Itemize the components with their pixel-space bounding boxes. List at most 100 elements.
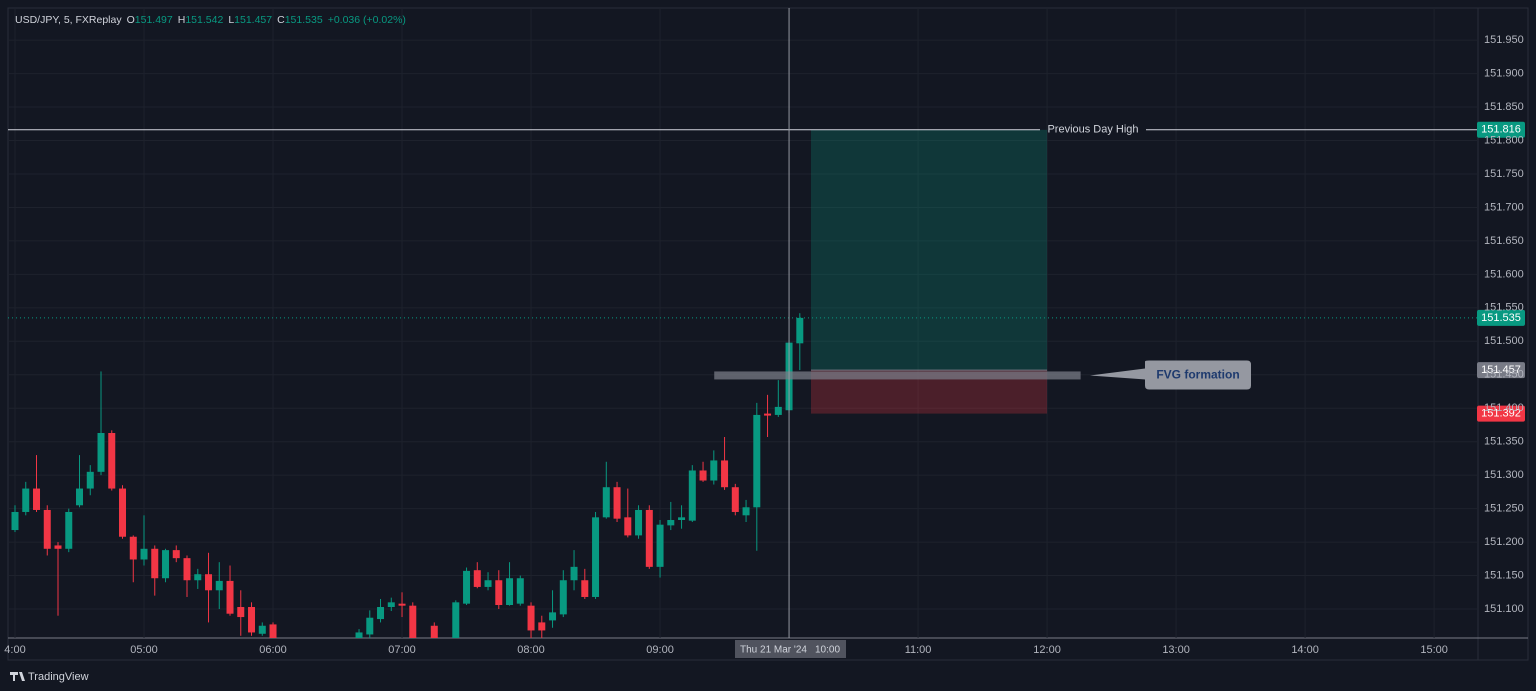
target-zone bbox=[810, 129, 1048, 371]
x-tick-label: 11:00 bbox=[905, 644, 932, 656]
y-tick-label: 151.650 bbox=[1484, 235, 1524, 247]
candle-body bbox=[86, 471, 94, 489]
candle-body bbox=[559, 580, 567, 615]
candle-body bbox=[570, 566, 578, 581]
candle-body bbox=[162, 550, 170, 579]
candle-body bbox=[33, 488, 41, 510]
legend-item: 151.542 bbox=[185, 14, 223, 26]
y-tick-label: 151.350 bbox=[1484, 436, 1524, 448]
y-tick-label: 151.750 bbox=[1484, 168, 1524, 180]
candle-body bbox=[65, 511, 73, 549]
candle-body bbox=[409, 605, 417, 638]
legend-item: 151.535 bbox=[285, 14, 323, 26]
y-tick-label: 151.450 bbox=[1484, 369, 1524, 381]
price-tag-label: 151.457 bbox=[1481, 364, 1521, 376]
candle-body bbox=[355, 632, 363, 638]
candle-body bbox=[76, 488, 84, 506]
candle-body bbox=[269, 624, 277, 638]
candle-body bbox=[97, 432, 105, 472]
candle-body bbox=[742, 507, 750, 516]
price-tag-label: 151.535 bbox=[1481, 312, 1521, 324]
candle-body bbox=[183, 558, 191, 581]
y-tick-label: 151.900 bbox=[1484, 67, 1524, 79]
price-tag bbox=[1477, 362, 1525, 379]
y-tick-label: 151.400 bbox=[1484, 402, 1524, 414]
candle-body bbox=[527, 605, 535, 631]
candle-body bbox=[516, 578, 524, 604]
candle-body bbox=[430, 625, 438, 638]
x-tick-label: 07:00 bbox=[388, 644, 416, 656]
brand-name: TradingView bbox=[28, 671, 89, 683]
legend-item: H bbox=[178, 14, 186, 26]
price-tag bbox=[1477, 405, 1525, 422]
candle-body bbox=[473, 570, 481, 587]
candle-body bbox=[463, 570, 471, 604]
candle-body bbox=[645, 509, 653, 567]
candle-body bbox=[484, 580, 492, 587]
y-tick-label: 151.500 bbox=[1484, 335, 1524, 347]
candle-body bbox=[774, 406, 782, 415]
candle-body bbox=[624, 517, 632, 536]
candle-body bbox=[592, 517, 600, 597]
x-tick-label: 09:00 bbox=[646, 644, 674, 656]
price-tag bbox=[1477, 121, 1525, 138]
crosshair-label-box bbox=[735, 640, 846, 658]
candle-body bbox=[495, 580, 503, 606]
candle-body bbox=[54, 545, 62, 549]
candle-body bbox=[549, 612, 557, 621]
y-tick-label: 151.600 bbox=[1484, 268, 1524, 280]
candle-body bbox=[731, 487, 739, 512]
candle-body bbox=[108, 432, 116, 489]
x-tick-label: 06:00 bbox=[259, 644, 287, 656]
candle-body bbox=[452, 602, 460, 638]
candle-body bbox=[398, 603, 406, 606]
candle-body bbox=[205, 574, 213, 591]
price-tag-label: 151.816 bbox=[1481, 124, 1521, 136]
candle-body bbox=[656, 524, 664, 567]
legend: USD/JPY, 5, FXReplay O151.497 H151.542 L151… bbox=[15, 14, 406, 26]
x-tick-label: 05:00 bbox=[130, 644, 158, 656]
brand: TradingView bbox=[10, 671, 89, 683]
candle-body bbox=[387, 602, 395, 608]
candle-body bbox=[215, 580, 223, 591]
candle-body bbox=[678, 517, 686, 521]
candle-body bbox=[538, 622, 546, 631]
candle-body bbox=[688, 470, 696, 521]
legend-item: +0.036 (+0.02%) bbox=[328, 14, 406, 26]
candle-body bbox=[764, 413, 772, 416]
price-tag bbox=[1477, 309, 1525, 326]
y-tick-label: 151.700 bbox=[1484, 201, 1524, 213]
candle-body bbox=[635, 509, 643, 536]
y-tick-label: 151.100 bbox=[1484, 603, 1524, 615]
x-tick-label: 08:00 bbox=[517, 644, 545, 656]
candle-body bbox=[258, 625, 266, 634]
candle-body bbox=[43, 509, 51, 549]
candle-body bbox=[140, 548, 148, 560]
chart-frame bbox=[7, 7, 1529, 661]
candle-body bbox=[796, 317, 804, 344]
y-tick-label: 151.950 bbox=[1484, 34, 1524, 46]
crosshair-time: 10:00 bbox=[815, 645, 840, 656]
candle-body bbox=[753, 414, 761, 508]
candle-body bbox=[119, 488, 127, 537]
candle-body bbox=[22, 488, 30, 512]
fvg-bar bbox=[714, 371, 1081, 380]
candle-body bbox=[721, 460, 729, 488]
candle-body bbox=[194, 574, 202, 581]
candle-body bbox=[172, 550, 180, 559]
price-tag-label: 151.392 bbox=[1481, 407, 1521, 419]
y-tick-label: 151.150 bbox=[1484, 569, 1524, 581]
candle-body bbox=[151, 548, 159, 579]
y-tick-label: 151.850 bbox=[1484, 101, 1524, 113]
legend-item: 151.497 bbox=[135, 14, 173, 26]
candle-body bbox=[226, 580, 234, 614]
y-tick-label: 151.250 bbox=[1484, 503, 1524, 515]
crosshair-date: Thu 21 Mar '24 bbox=[740, 645, 807, 656]
candle-body bbox=[237, 607, 245, 618]
y-tick-label: 151.800 bbox=[1484, 134, 1524, 146]
legend-item: C bbox=[277, 14, 285, 26]
candle-body bbox=[11, 511, 19, 531]
y-tick-label: 151.200 bbox=[1484, 536, 1524, 548]
legend-item: L bbox=[228, 14, 234, 26]
